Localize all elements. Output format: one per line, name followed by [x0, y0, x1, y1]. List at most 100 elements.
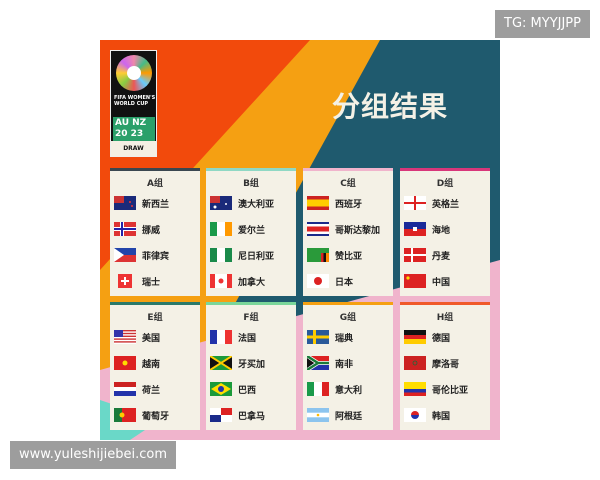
group-card-b: B组澳大利亚爱尔兰尼日利亚加拿大 [206, 168, 296, 296]
team-name: 越南 [142, 359, 161, 370]
team-row: 南非 [303, 350, 393, 376]
team-row: 摩洛哥 [400, 350, 490, 376]
team-row: 尼日利亚 [206, 242, 296, 268]
team-row: 韩国 [400, 402, 490, 428]
team-name: 英格兰 [432, 199, 460, 210]
flag-ph-icon [114, 248, 136, 262]
flag-cr-icon [307, 222, 329, 236]
flag-kr-icon [404, 408, 426, 422]
group-title: E组 [147, 313, 163, 323]
flag-ar-icon [307, 408, 329, 422]
group-title: A组 [147, 179, 163, 189]
team-name: 加拿大 [238, 277, 266, 288]
flag-pt-icon [114, 408, 136, 422]
team-row: 瑞士 [110, 268, 200, 294]
draw-poster: FIFA WOMEN'S WORLD CUP AU NZ 20 23 DRAW 分… [100, 40, 500, 440]
flag-cn-icon [404, 274, 426, 288]
watermark-website: www.yuleshijiebei.com [10, 441, 176, 469]
team-row: 赞比亚 [303, 242, 393, 268]
team-name: 日本 [335, 277, 354, 288]
flag-es-icon [307, 196, 329, 210]
team-name: 巴拿马 [238, 411, 266, 422]
group-card-f: F组法国牙买加巴西巴拿马 [206, 302, 296, 430]
flag-nl-icon [114, 382, 136, 396]
team-name: 美国 [142, 333, 161, 344]
team-row: 加拿大 [206, 268, 296, 294]
fifa-womens-world-cup-logo: FIFA WOMEN'S WORLD CUP AU NZ 20 23 DRAW [110, 50, 157, 157]
watermark-telegram: TG: MYYJJPP [495, 10, 590, 38]
team-name: 荷兰 [142, 385, 161, 396]
team-name: 哥斯达黎加 [335, 225, 381, 236]
team-row: 法国 [206, 324, 296, 350]
team-row: 越南 [110, 350, 200, 376]
flag-ng-icon [210, 248, 232, 262]
team-name: 赞比亚 [335, 251, 363, 262]
team-name: 新西兰 [142, 199, 170, 210]
flag-fr-icon [210, 330, 232, 344]
team-row: 德国 [400, 324, 490, 350]
team-name: 爱尔兰 [238, 225, 266, 236]
team-row: 巴拿马 [206, 402, 296, 428]
team-name: 挪威 [142, 225, 161, 236]
group-title: G组 [339, 313, 357, 323]
flag-en-icon [404, 196, 426, 210]
team-row: 爱尔兰 [206, 216, 296, 242]
team-row: 荷兰 [110, 376, 200, 402]
team-name: 哥伦比亚 [432, 385, 469, 396]
flag-ch-icon [118, 274, 132, 288]
page-title: 分组结果 [332, 90, 449, 123]
team-row: 葡萄牙 [110, 402, 200, 428]
flag-za-icon [307, 356, 329, 370]
team-name: 阿根廷 [335, 411, 363, 422]
team-name: 法国 [238, 333, 257, 344]
team-row: 巴西 [206, 376, 296, 402]
team-name: 西班牙 [335, 199, 363, 210]
team-row: 丹麦 [400, 242, 490, 268]
team-row: 牙买加 [206, 350, 296, 376]
team-name: 牙买加 [238, 359, 266, 370]
team-row: 菲律宾 [110, 242, 200, 268]
team-row: 美国 [110, 324, 200, 350]
flag-br-icon [210, 382, 232, 396]
flag-dk-icon [404, 248, 426, 262]
flag-au-icon [210, 196, 232, 210]
flag-ma-icon [404, 356, 426, 370]
group-card-e: E组美国越南荷兰葡萄牙 [110, 302, 200, 430]
team-row: 阿根廷 [303, 402, 393, 428]
team-name: 尼日利亚 [238, 251, 275, 262]
team-row: 澳大利亚 [206, 190, 296, 216]
flag-se-icon [307, 330, 329, 344]
team-row: 瑞典 [303, 324, 393, 350]
flag-jp-icon [307, 274, 329, 288]
group-title: B组 [243, 179, 259, 189]
team-name: 葡萄牙 [142, 411, 170, 422]
team-name: 中国 [432, 277, 451, 288]
team-row: 西班牙 [303, 190, 393, 216]
group-title: F组 [243, 313, 259, 323]
flag-ht-icon [404, 222, 426, 236]
group-title: D组 [436, 179, 454, 189]
team-row: 中国 [400, 268, 490, 294]
team-name: 菲律宾 [142, 251, 170, 262]
flag-ie-icon [210, 222, 232, 236]
team-name: 摩洛哥 [432, 359, 460, 370]
group-title: C组 [340, 179, 356, 189]
team-row: 英格兰 [400, 190, 490, 216]
group-card-a: A组新西兰挪威菲律宾瑞士 [110, 168, 200, 296]
flag-zm-icon [307, 248, 329, 262]
group-card-g: G组 瑞典 南非 意大利 阿根廷 [303, 302, 393, 430]
team-name: 澳大利亚 [238, 199, 275, 210]
team-row: 海地 [400, 216, 490, 242]
team-row: 新西兰 [110, 190, 200, 216]
flag-it-icon [307, 382, 329, 396]
flag-pa-icon [210, 408, 232, 422]
team-name: 南非 [335, 359, 354, 370]
team-name: 德国 [432, 333, 451, 344]
team-name: 海地 [432, 225, 451, 236]
flag-vn-icon [114, 356, 136, 370]
team-name: 瑞士 [142, 277, 161, 288]
team-name: 瑞典 [335, 333, 354, 344]
flag-no-icon [114, 222, 136, 236]
team-row: 挪威 [110, 216, 200, 242]
flag-ca-icon [210, 274, 232, 288]
